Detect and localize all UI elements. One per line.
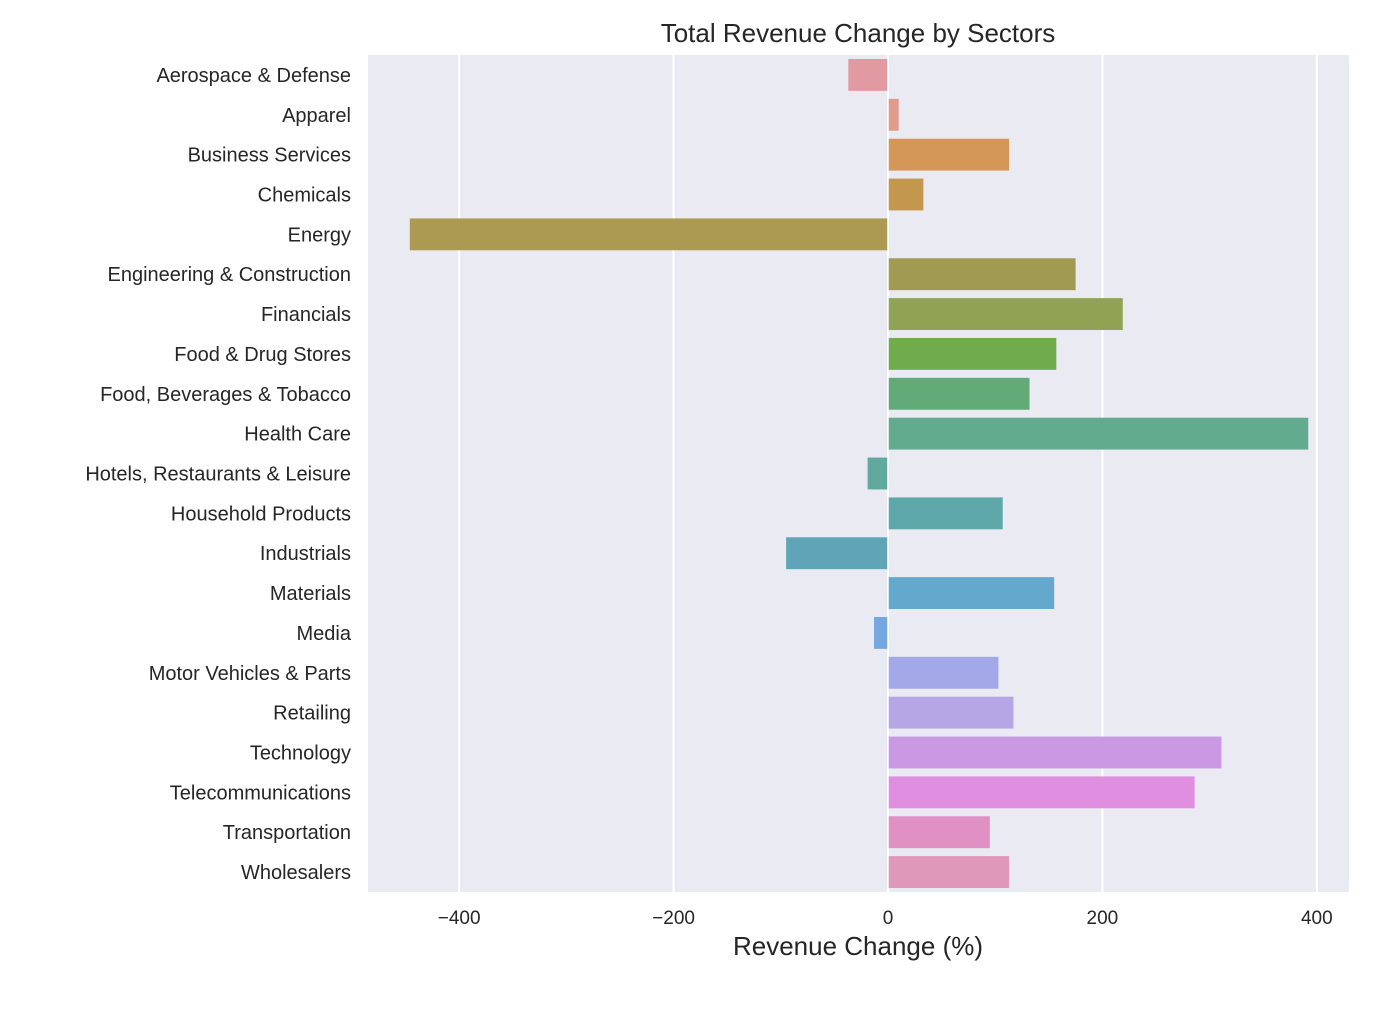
- category-label: Household Products: [171, 503, 351, 525]
- category-label: Health Care: [244, 424, 351, 446]
- bar-food-drug-stores: [887, 337, 1057, 370]
- bar-aerospace-defense: [848, 58, 888, 91]
- x-axis-label: Revenue Change (%): [733, 931, 983, 961]
- bar-technology: [887, 736, 1222, 769]
- category-label: Materials: [270, 583, 351, 605]
- x-tick-label: 0: [883, 908, 894, 929]
- bar-transportation: [887, 816, 990, 849]
- category-label: Apparel: [282, 105, 351, 127]
- bar-food-beverages-tobacco: [887, 377, 1030, 410]
- bar-telecommunications: [887, 776, 1195, 809]
- bar-apparel: [887, 98, 899, 131]
- bar-wholesalers: [887, 856, 1010, 889]
- bar-retailing: [887, 696, 1014, 729]
- category-label: Financials: [261, 304, 351, 326]
- category-label: Telecommunications: [170, 782, 351, 804]
- category-label: Transportation: [223, 822, 351, 844]
- x-tick-label: −200: [652, 908, 695, 929]
- category-label: Engineering & Construction: [108, 264, 351, 286]
- category-label: Technology: [250, 743, 351, 765]
- category-label: Wholesalers: [241, 862, 351, 884]
- category-label: Energy: [288, 224, 351, 246]
- bar-engineering-construction: [887, 258, 1076, 291]
- x-tick-label: 200: [1087, 908, 1119, 929]
- x-tick-label: −400: [438, 908, 481, 929]
- bar-health-care: [887, 417, 1309, 450]
- category-label: Chemicals: [258, 185, 351, 207]
- category-label: Business Services: [188, 145, 351, 167]
- category-label: Food & Drug Stores: [174, 344, 351, 366]
- bar-media: [874, 616, 888, 649]
- chart-title: Total Revenue Change by Sectors: [661, 18, 1056, 48]
- bar-energy: [409, 218, 888, 251]
- bar-financials: [887, 298, 1123, 331]
- category-label: Media: [297, 623, 352, 645]
- x-tick-labels: −400 −200 0 200 400: [438, 908, 1333, 929]
- bar-industrials: [786, 537, 888, 570]
- category-label: Motor Vehicles & Parts: [149, 663, 351, 685]
- x-tick-label: 400: [1301, 908, 1333, 929]
- bar-motor-vehicles-parts: [887, 656, 999, 689]
- category-label: Retailing: [273, 703, 351, 725]
- bar-household-products: [887, 497, 1003, 530]
- bar-chemicals: [887, 178, 924, 211]
- category-labels: Aerospace & Defense Apparel Business Servi…: [85, 65, 352, 884]
- category-label: Hotels, Restaurants & Leisure: [85, 464, 351, 486]
- bar-hotels-restaurants-leisure: [867, 457, 888, 490]
- bar-business-services: [887, 138, 1010, 171]
- category-label: Food, Beverages & Tobacco: [100, 384, 351, 406]
- category-label: Aerospace & Defense: [156, 65, 351, 87]
- bar-materials: [887, 577, 1055, 610]
- category-label: Industrials: [260, 543, 351, 565]
- bars: [409, 55, 1309, 892]
